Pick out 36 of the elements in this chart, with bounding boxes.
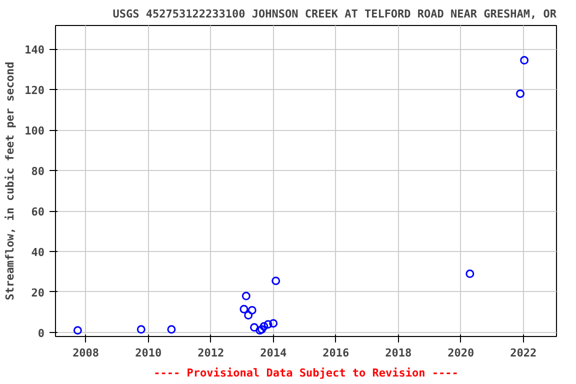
- x-tick-label: 2016: [322, 346, 350, 360]
- point: [264, 320, 272, 329]
- x-tick-label: 2014: [260, 346, 287, 360]
- x-tick-label: 2022: [510, 346, 537, 360]
- text: ---- Provisional Data Subject to Revision ----: [154, 366, 458, 380]
- point: [240, 304, 248, 314]
- x-tick-label: 2008: [72, 346, 100, 360]
- point: [244, 311, 253, 320]
- y-tick-label: 0: [38, 326, 44, 340]
- y-tick-label: 140: [24, 44, 45, 57]
- y-tick-label: 20: [31, 286, 45, 300]
- x-tick-label: 2020: [448, 346, 474, 360]
- point: [242, 292, 250, 300]
- point: [269, 319, 278, 328]
- x-tick-label: 2018: [385, 346, 412, 360]
- point: [520, 56, 529, 65]
- y-tick-label: 80: [31, 165, 45, 178]
- point: [516, 89, 524, 98]
- point: [260, 322, 268, 331]
- chart-title: USGS 452753122233100 JOHNSON CREEK AT TELFORD ROAD NEAR GRESHAM, OR: [112, 8, 557, 20]
- x-tick-label: 2010: [135, 346, 162, 360]
- y-tick-label: 40: [31, 246, 45, 260]
- x-tick-label: 2012: [198, 346, 224, 360]
- point: [250, 323, 259, 332]
- point: [167, 325, 176, 334]
- y-axis-title: Streamflow, in cubic feet per second: [4, 62, 17, 300]
- point: [256, 326, 264, 335]
- y-tick-label: 60: [31, 206, 45, 219]
- point: [136, 325, 146, 334]
- y-tick-label: 120: [24, 84, 45, 98]
- point: [248, 306, 256, 314]
- point: [466, 270, 474, 278]
- y-tick-label: 100: [24, 124, 45, 138]
- point: [272, 276, 280, 286]
- point: [73, 326, 82, 335]
- point: [258, 325, 266, 334]
